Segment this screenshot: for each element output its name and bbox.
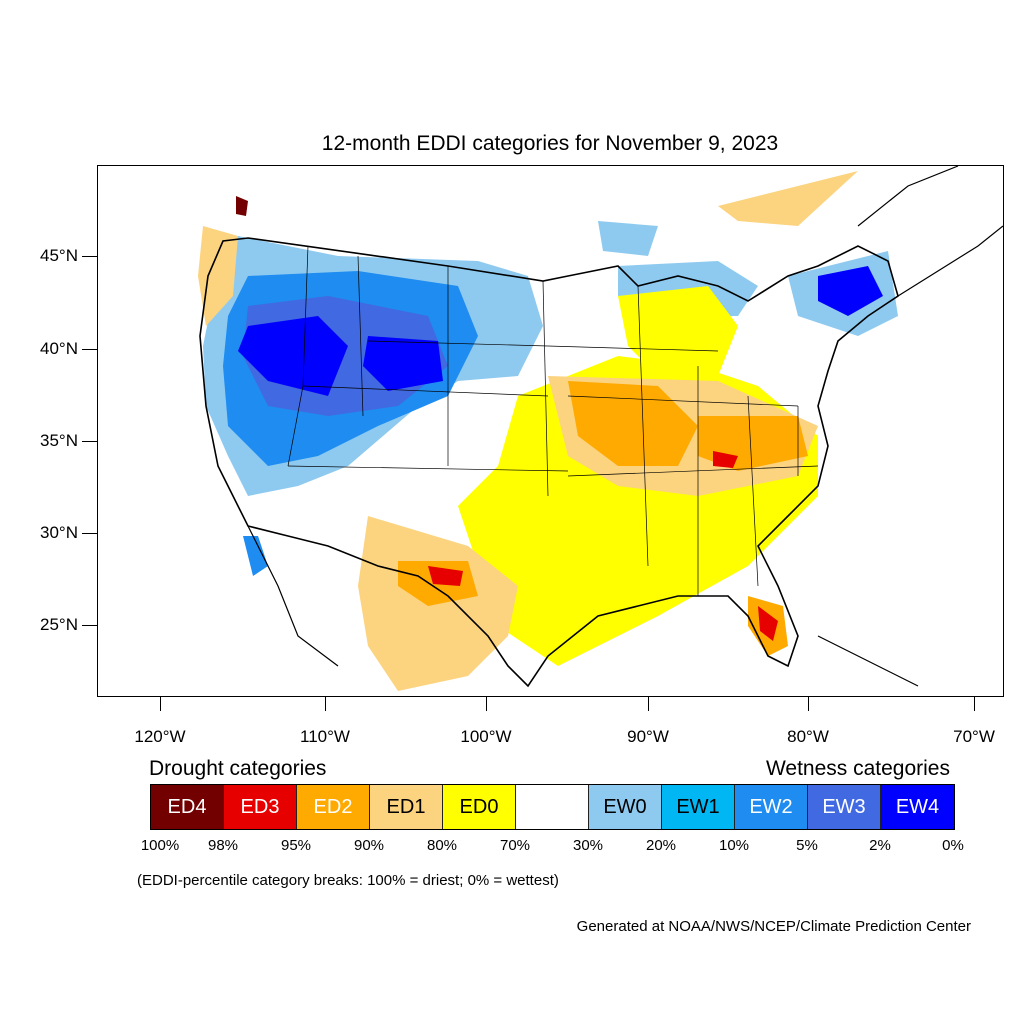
legend-swatch-ed4: ED4	[151, 785, 224, 829]
percentile-break-label: 30%	[572, 837, 604, 854]
region-ew2-gulf-ca	[243, 536, 268, 576]
region-ew4-great-basin	[238, 316, 348, 396]
lon-label-80: 80°W	[787, 727, 829, 746]
region-ed1-northwest	[198, 226, 238, 326]
lon-tick	[974, 697, 975, 711]
percentile-break-label: 0%	[942, 837, 964, 854]
percentile-break-label: 98%	[207, 837, 239, 854]
category-note: (EDDI-percentile category breaks: 100% =…	[137, 872, 559, 889]
lon-label-100: 100°W	[460, 727, 512, 746]
lat-tick	[82, 441, 97, 442]
lat-label-35: 35°N	[40, 431, 78, 450]
percentile-break-label: 20%	[645, 837, 677, 854]
drought-heading: Drought categories	[149, 757, 327, 780]
legend-swatch-ed1: ED1	[370, 785, 443, 829]
region-ed3-kentucky	[713, 451, 738, 468]
legend-swatch-ew4: EW4	[881, 785, 954, 829]
lat-tick	[82, 256, 97, 257]
us-outline	[199, 237, 899, 688]
legend-swatch-ew0: EW0	[589, 785, 662, 829]
legend-swatch-ed3: ED3	[224, 785, 297, 829]
credit-line: Generated at NOAA/NWS/NCEP/Climate Predi…	[576, 918, 971, 935]
category-legend: ED4 ED3 ED2 ED1 ED0 EW0 EW1 EW2 EW3 EW4	[150, 784, 955, 830]
map-canvas	[198, 166, 1003, 691]
lon-label-120: 120°W	[134, 727, 186, 746]
map-title: 12-month EDDI categories for November 9,…	[321, 132, 779, 155]
region-ed2-midwest	[568, 381, 698, 466]
percentile-break-label: 10%	[718, 837, 750, 854]
percentile-break-label: 70%	[499, 837, 531, 854]
eddi-map	[97, 165, 1004, 697]
lon-label-70: 70°W	[953, 727, 995, 746]
legend-swatch-ed0: ED0	[443, 785, 516, 829]
legend-swatch-normal	[516, 785, 589, 829]
lon-tick	[808, 697, 809, 711]
lon-tick	[160, 697, 161, 711]
percentile-break-label: 90%	[353, 837, 385, 854]
region-ew4-maine	[818, 266, 883, 316]
lat-label-40: 40°N	[40, 339, 78, 358]
region-ed4-washington	[236, 196, 248, 216]
legend-swatch-ew3: EW3	[808, 785, 881, 829]
mexico-canada-coast	[247, 166, 1003, 687]
lat-label-30: 30°N	[40, 523, 78, 542]
lon-tick	[648, 697, 649, 711]
lat-label-25: 25°N	[40, 615, 78, 634]
lat-label-45: 45°N	[40, 246, 78, 265]
legend-swatch-ed2: ED2	[297, 785, 370, 829]
lat-tick	[82, 349, 97, 350]
percentile-break-label: 95%	[280, 837, 312, 854]
wetness-heading: Wetness categories	[765, 757, 950, 780]
lon-tick	[325, 697, 326, 711]
region-ed0-great-lakes	[618, 286, 738, 376]
region-ew4-wyoming	[363, 336, 443, 391]
region-ew0-ne2	[598, 221, 658, 256]
percentile-break-label: 2%	[869, 837, 891, 854]
lon-tick	[486, 697, 487, 711]
lon-label-110: 110°W	[300, 727, 350, 746]
lat-tick	[82, 625, 97, 626]
category-regions	[198, 171, 898, 691]
lat-tick	[82, 533, 97, 534]
percentile-break-label: 100%	[140, 837, 180, 854]
percentile-break-label: 5%	[796, 837, 818, 854]
percentile-break-label: 80%	[426, 837, 458, 854]
legend-swatch-ew2: EW2	[735, 785, 808, 829]
region-ed3-florida	[758, 606, 778, 641]
region-ed3-texas	[428, 566, 463, 586]
region-ed1-ontario	[718, 171, 858, 226]
legend-swatch-ew1: EW1	[662, 785, 735, 829]
state-boundaries	[287, 245, 819, 596]
lon-label-90: 90°W	[627, 727, 669, 746]
